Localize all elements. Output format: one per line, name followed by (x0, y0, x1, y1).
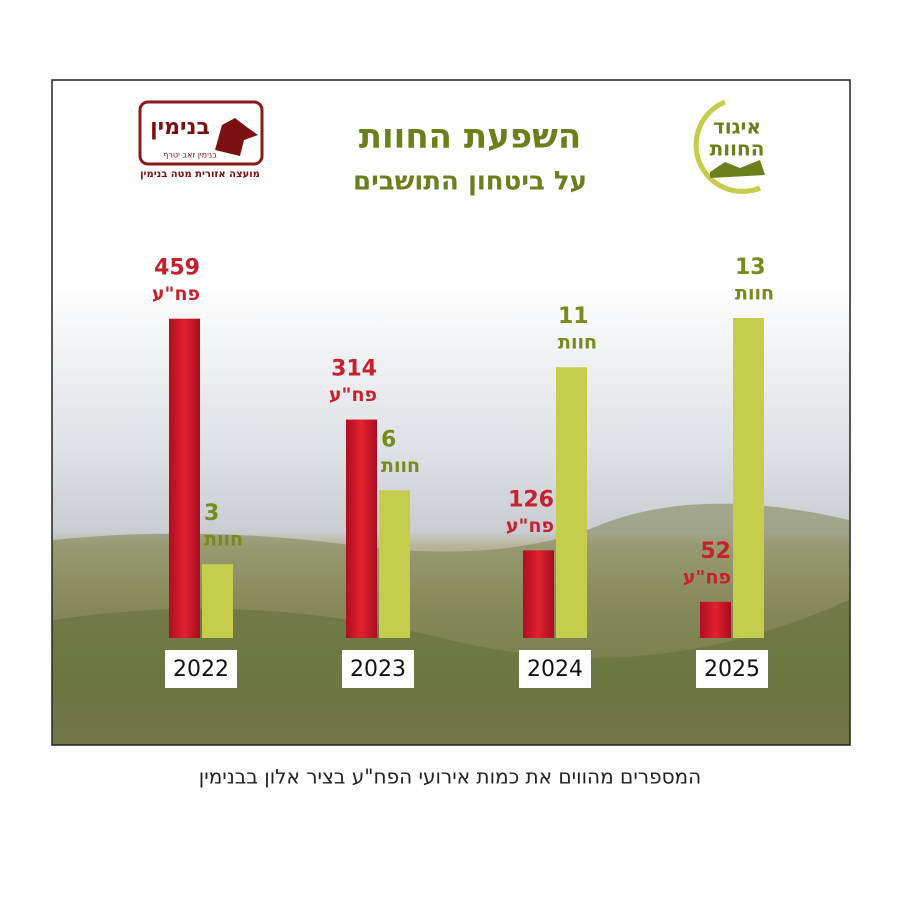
bar (700, 601, 731, 638)
value-label: 11 (558, 304, 589, 329)
unit-label: פח"ע (683, 566, 731, 588)
bar (556, 367, 587, 638)
title: השפעת החוות (359, 117, 582, 157)
unit-label: פח"ע (152, 283, 200, 305)
logo-hills (710, 160, 765, 178)
value-label: 126 (508, 487, 554, 512)
logo-right: איגוד החוות (693, 99, 765, 194)
unit-label: פח"ע (329, 384, 377, 406)
year-box (342, 650, 414, 688)
bar (523, 550, 554, 638)
hills-front (53, 600, 849, 744)
value-label: 314 (331, 357, 377, 382)
caption: המספרים מהווים את כמות אירועי הפח"ע בציר… (199, 765, 701, 789)
bar (733, 318, 764, 638)
year-box (696, 650, 768, 688)
unit-label: חוות (381, 455, 420, 477)
x-tick-label: 2023 (350, 657, 406, 682)
logo-motto: בנימין זאב יטרף (163, 151, 217, 160)
bar (379, 490, 410, 638)
unit-label: חוות (735, 283, 774, 305)
unit-label: חוות (558, 332, 597, 354)
bar (346, 419, 377, 638)
value-label: 459 (154, 256, 200, 281)
x-tick-label: 2022 (173, 657, 229, 682)
logo-line1: איגוד (713, 115, 761, 139)
value-label: 52 (700, 539, 731, 564)
value-label: 3 (204, 501, 219, 526)
year-box (165, 650, 237, 688)
x-tick-label: 2025 (704, 657, 760, 682)
unit-label: חוות (204, 529, 243, 551)
value-label: 6 (381, 427, 396, 452)
year-box (519, 650, 591, 688)
logo-arc (693, 99, 761, 194)
logo-org: מועצה אזורית מטה בנימין (140, 169, 260, 180)
unit-label: פח"ע (506, 515, 554, 537)
x-tick-label: 2024 (527, 657, 583, 682)
subtitle: על ביטחון התושבים (353, 167, 587, 197)
value-label: 13 (735, 255, 766, 280)
bar (202, 564, 233, 638)
logo-name: בנימין (150, 115, 210, 140)
logo-line2: החוות (710, 137, 765, 161)
logo-wolf (215, 118, 258, 156)
logo-left: בנימין בנימין זאב יטרף מועצה אזורית מטה … (138, 100, 264, 180)
bar (169, 318, 200, 638)
